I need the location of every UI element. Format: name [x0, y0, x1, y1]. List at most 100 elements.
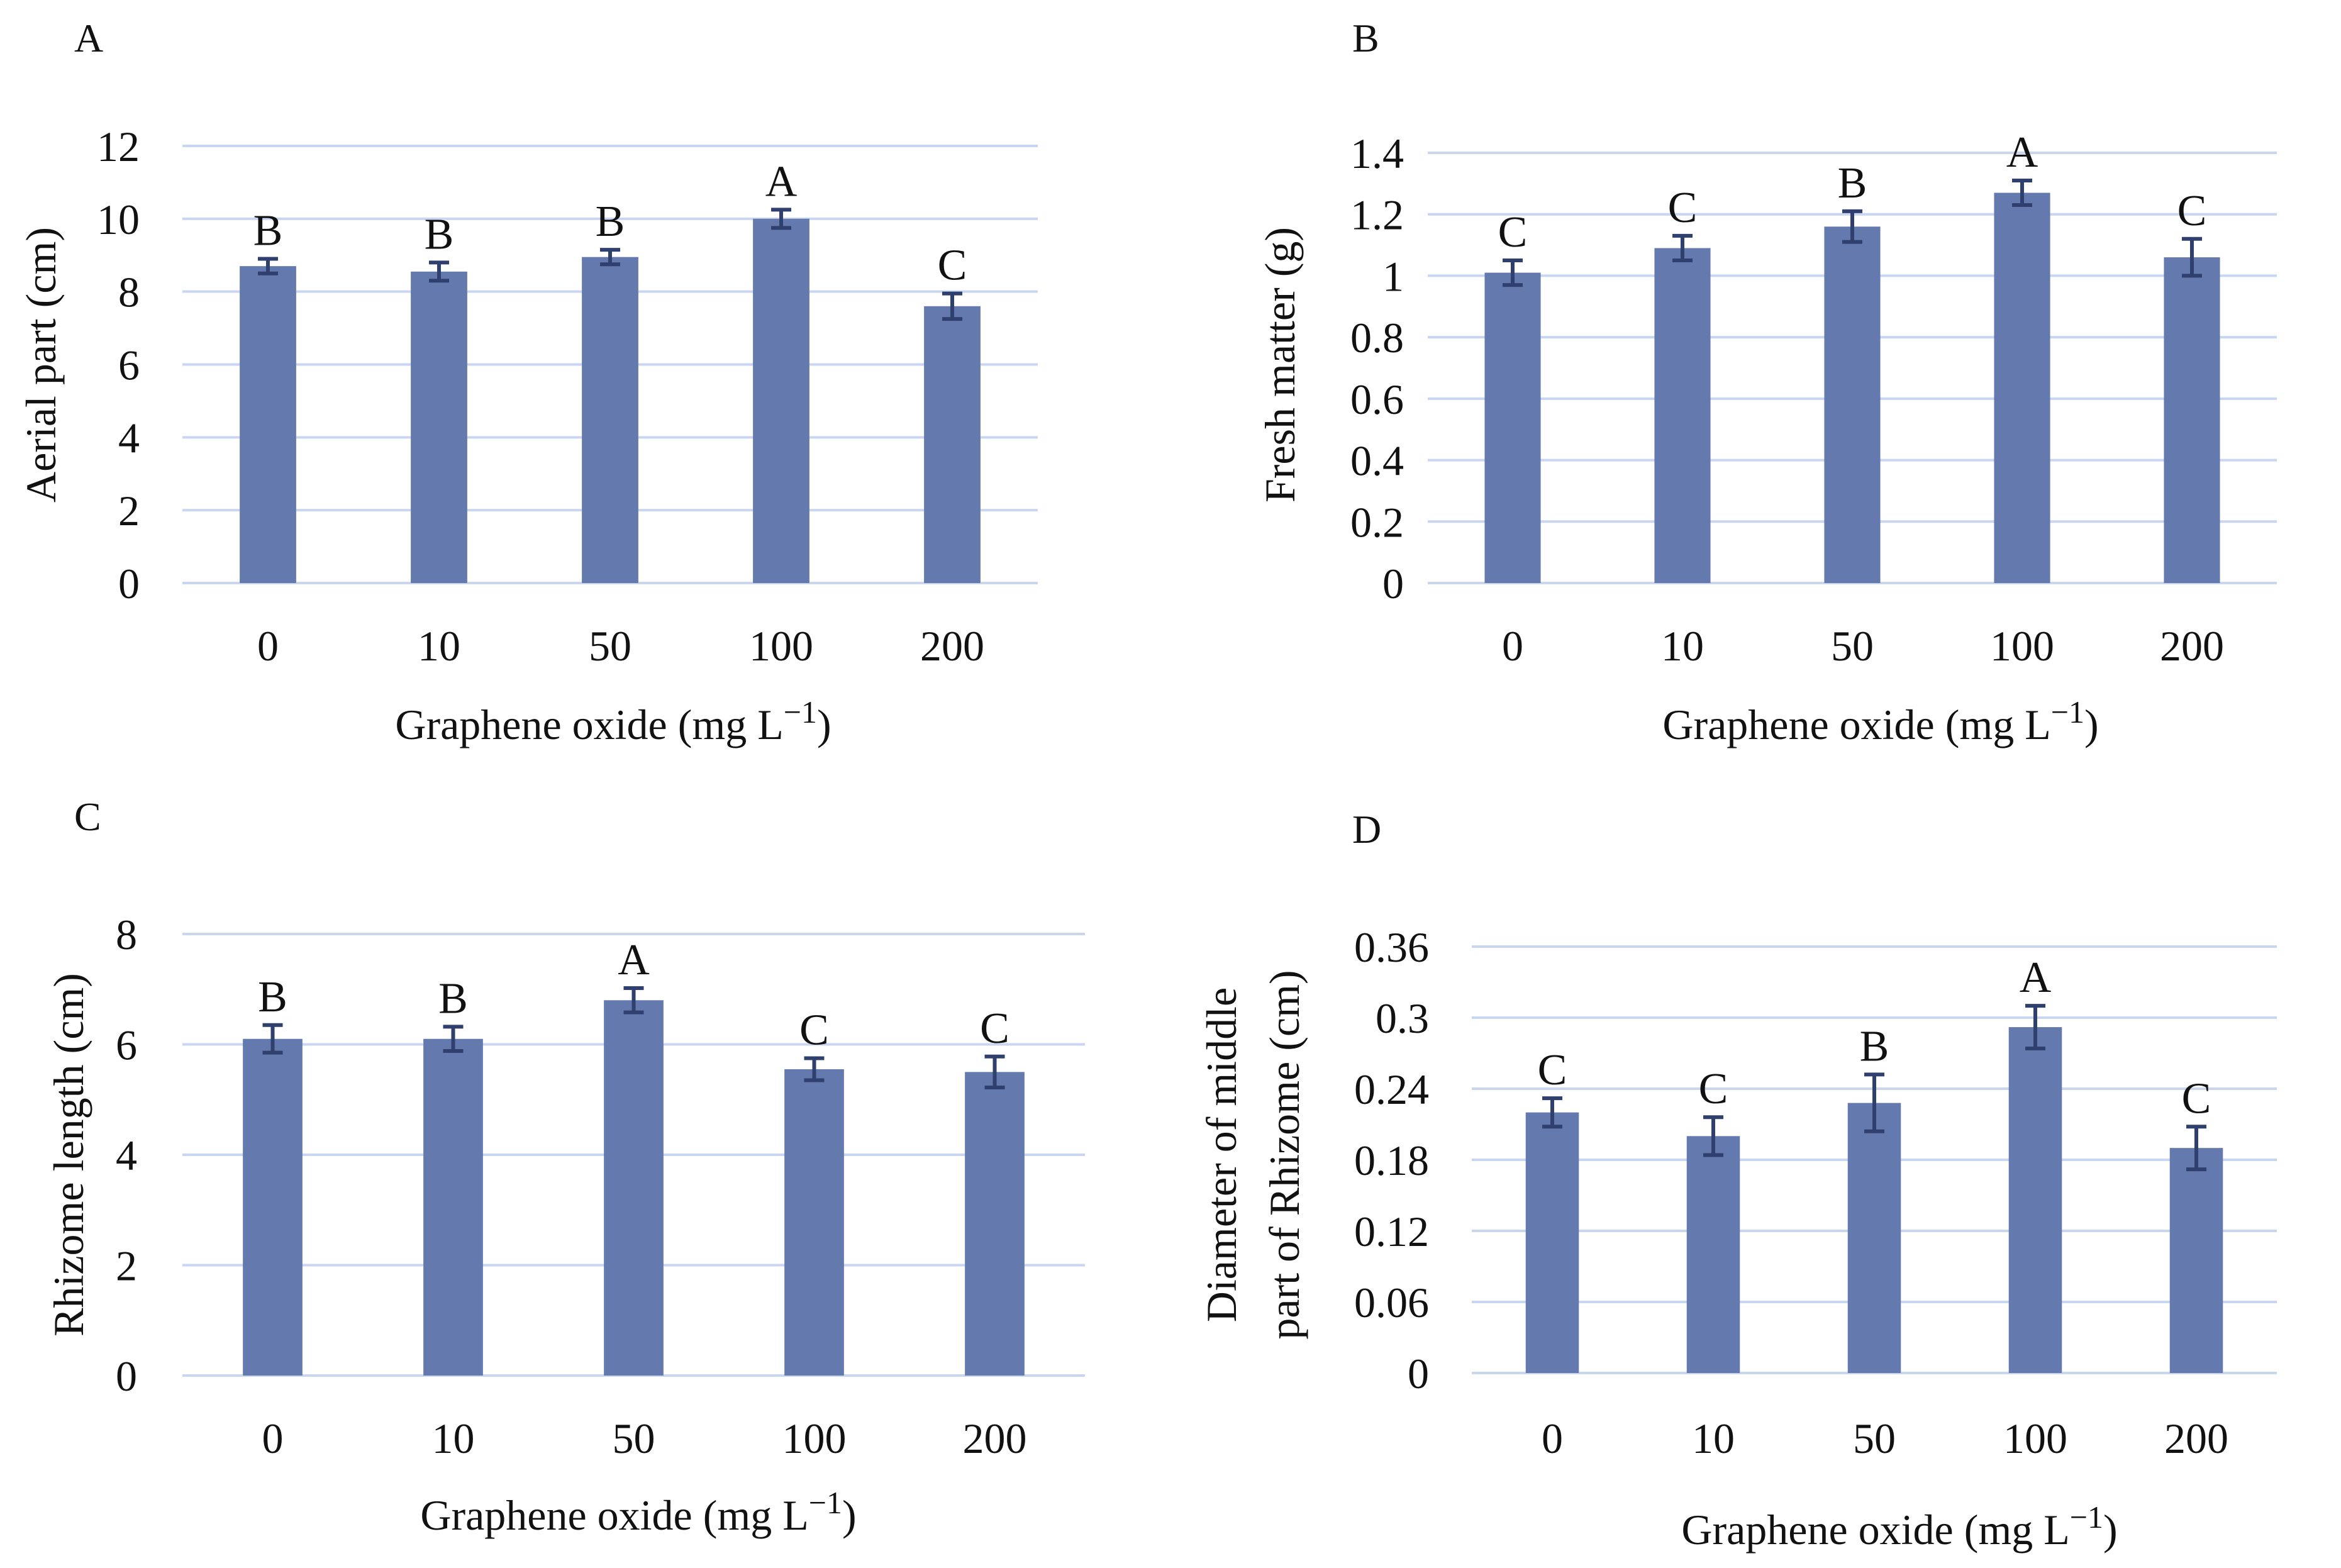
x-axis-title: Graphene oxide (mg L−1) — [395, 694, 831, 748]
error-bar — [984, 1054, 1005, 1089]
x-tick-label: 50 — [589, 622, 631, 670]
x-tick-label: 0 — [1542, 1415, 1563, 1462]
x-axis-title-exponent: −1 — [2051, 694, 2084, 730]
x-axis-title-exponent: −1 — [784, 694, 817, 730]
x-tick-label: 50 — [1853, 1415, 1896, 1462]
x-tick-label: 100 — [2003, 1415, 2067, 1462]
significance-letter: C — [1538, 1046, 1567, 1094]
error-bar — [1842, 209, 1862, 244]
bar — [243, 1038, 303, 1376]
bar — [582, 257, 638, 583]
significance-letter: B — [438, 974, 468, 1023]
error-bar — [262, 1023, 283, 1055]
significance-letter: B — [253, 207, 283, 255]
y-tick-label: 0.2 — [1350, 498, 1404, 546]
significance-letter: A — [2006, 128, 2038, 177]
panel-label-d: D — [1352, 807, 1381, 852]
x-axis-title-main: Graphene oxide (mg L — [420, 1491, 808, 1539]
y-tick-label: 6 — [118, 342, 140, 389]
y-tick-label: 6 — [116, 1021, 137, 1069]
error-bar — [942, 291, 962, 321]
bar — [1484, 272, 1541, 583]
y-tick-label: 0 — [1408, 1350, 1429, 1398]
bar — [604, 1000, 664, 1376]
x-tick-label: 10 — [1661, 622, 1704, 670]
significance-letter: C — [980, 1004, 1009, 1053]
x-tick-label: 100 — [749, 622, 813, 670]
significance-letter: B — [1860, 1022, 1889, 1070]
bar — [1654, 248, 1711, 583]
panel-label-a: A — [74, 16, 103, 60]
x-axis-title: Graphene oxide (mg L−1) — [420, 1485, 856, 1539]
y-tick-label: 0 — [118, 560, 140, 608]
x-tick-label: 0 — [1502, 622, 1523, 670]
bar — [1686, 1136, 1740, 1373]
bar — [423, 1038, 483, 1376]
significance-letter: A — [765, 157, 798, 206]
significance-letter: C — [1699, 1065, 1728, 1113]
y-tick-label: 0.4 — [1350, 437, 1404, 485]
bar — [1994, 192, 2050, 583]
x-tick-label: 200 — [920, 622, 984, 670]
error-bar — [804, 1056, 825, 1082]
y-tick-label: 4 — [116, 1132, 137, 1179]
x-axis-title-close: ) — [2103, 1506, 2118, 1554]
significance-letter: C — [799, 1006, 829, 1054]
x-axis-title-main: Graphene oxide (mg L — [1681, 1506, 2069, 1554]
y-tick-label: 0.24 — [1354, 1065, 1429, 1113]
bar — [924, 306, 981, 583]
y-axis-title-line-2: part of Rhizome (cm) — [1260, 970, 1308, 1339]
y-tick-label: 0 — [116, 1352, 137, 1400]
bar — [1525, 1112, 1579, 1373]
x-tick-label: 10 — [1692, 1415, 1735, 1462]
bar — [2164, 257, 2220, 584]
error-bar — [258, 257, 278, 275]
x-tick-label: 200 — [2160, 622, 2224, 670]
significance-letter: C — [2182, 1074, 2211, 1123]
significance-letter: B — [258, 973, 287, 1021]
y-tick-label: 0 — [1382, 560, 1404, 608]
x-tick-label: 10 — [432, 1415, 475, 1462]
y-tick-label: 10 — [97, 196, 140, 243]
bar — [411, 271, 467, 583]
chart-panel-b: B 0 0.2 0.4 0.6 0.8 1 1.2 1.4 C 0 C 10 B 50 A 100 C 200 Gra… — [1256, 16, 2277, 748]
panel-label-c: C — [74, 794, 101, 839]
error-bar — [2025, 1004, 2045, 1050]
significance-letter: A — [618, 936, 650, 984]
y-tick-label: 12 — [97, 123, 140, 170]
x-axis-title-exponent: −1 — [809, 1485, 842, 1520]
x-tick-label: 100 — [1990, 622, 2054, 670]
x-axis-title-close: ) — [2084, 701, 2099, 748]
significance-letter: B — [596, 197, 625, 246]
significance-letter: B — [1838, 159, 1867, 208]
significance-letter: A — [2020, 954, 2052, 1002]
significance-letter: B — [425, 210, 454, 259]
chart-panel-c: C 0 2 4 6 8 B 0 B 10 A 50 C 100 C 200 Graphene oxide (mg… — [45, 794, 1085, 1539]
bar — [2008, 1027, 2062, 1373]
y-tick-label: 0.06 — [1354, 1279, 1429, 1326]
x-tick-label: 0 — [257, 622, 279, 670]
y-tick-label: 1.4 — [1350, 130, 1404, 177]
y-axis-title: Diameter of middle — [1198, 987, 1245, 1322]
chart-panel-a: A 0 2 4 6 8 10 12 B 0 B 10 B 50 A 100 C 200 Graphene oxide… — [17, 16, 1038, 748]
y-axis-title: Fresh matter (g) — [1256, 227, 1304, 503]
x-tick-label: 200 — [963, 1415, 1027, 1462]
x-axis-title-main: Graphene oxide (mg L — [395, 701, 783, 748]
y-tick-label: 1 — [1382, 252, 1404, 300]
bar — [753, 218, 809, 583]
error-bar — [1672, 233, 1693, 262]
bar — [1847, 1103, 1901, 1373]
error-bar — [1503, 259, 1523, 287]
y-tick-label: 0.8 — [1350, 314, 1404, 362]
significance-letter: C — [1668, 184, 1698, 232]
y-tick-label: 8 — [118, 269, 140, 316]
bar — [2169, 1148, 2223, 1373]
x-tick-label: 0 — [262, 1415, 284, 1462]
y-tick-label: 2 — [118, 487, 140, 535]
y-tick-label: 0.6 — [1350, 375, 1404, 423]
y-tick-label: 0.3 — [1376, 994, 1429, 1042]
x-axis-title: Graphene oxide (mg L−1) — [1662, 694, 2098, 748]
y-axis-title: Aerial part (cm) — [17, 227, 65, 503]
error-bar — [2012, 178, 2032, 208]
